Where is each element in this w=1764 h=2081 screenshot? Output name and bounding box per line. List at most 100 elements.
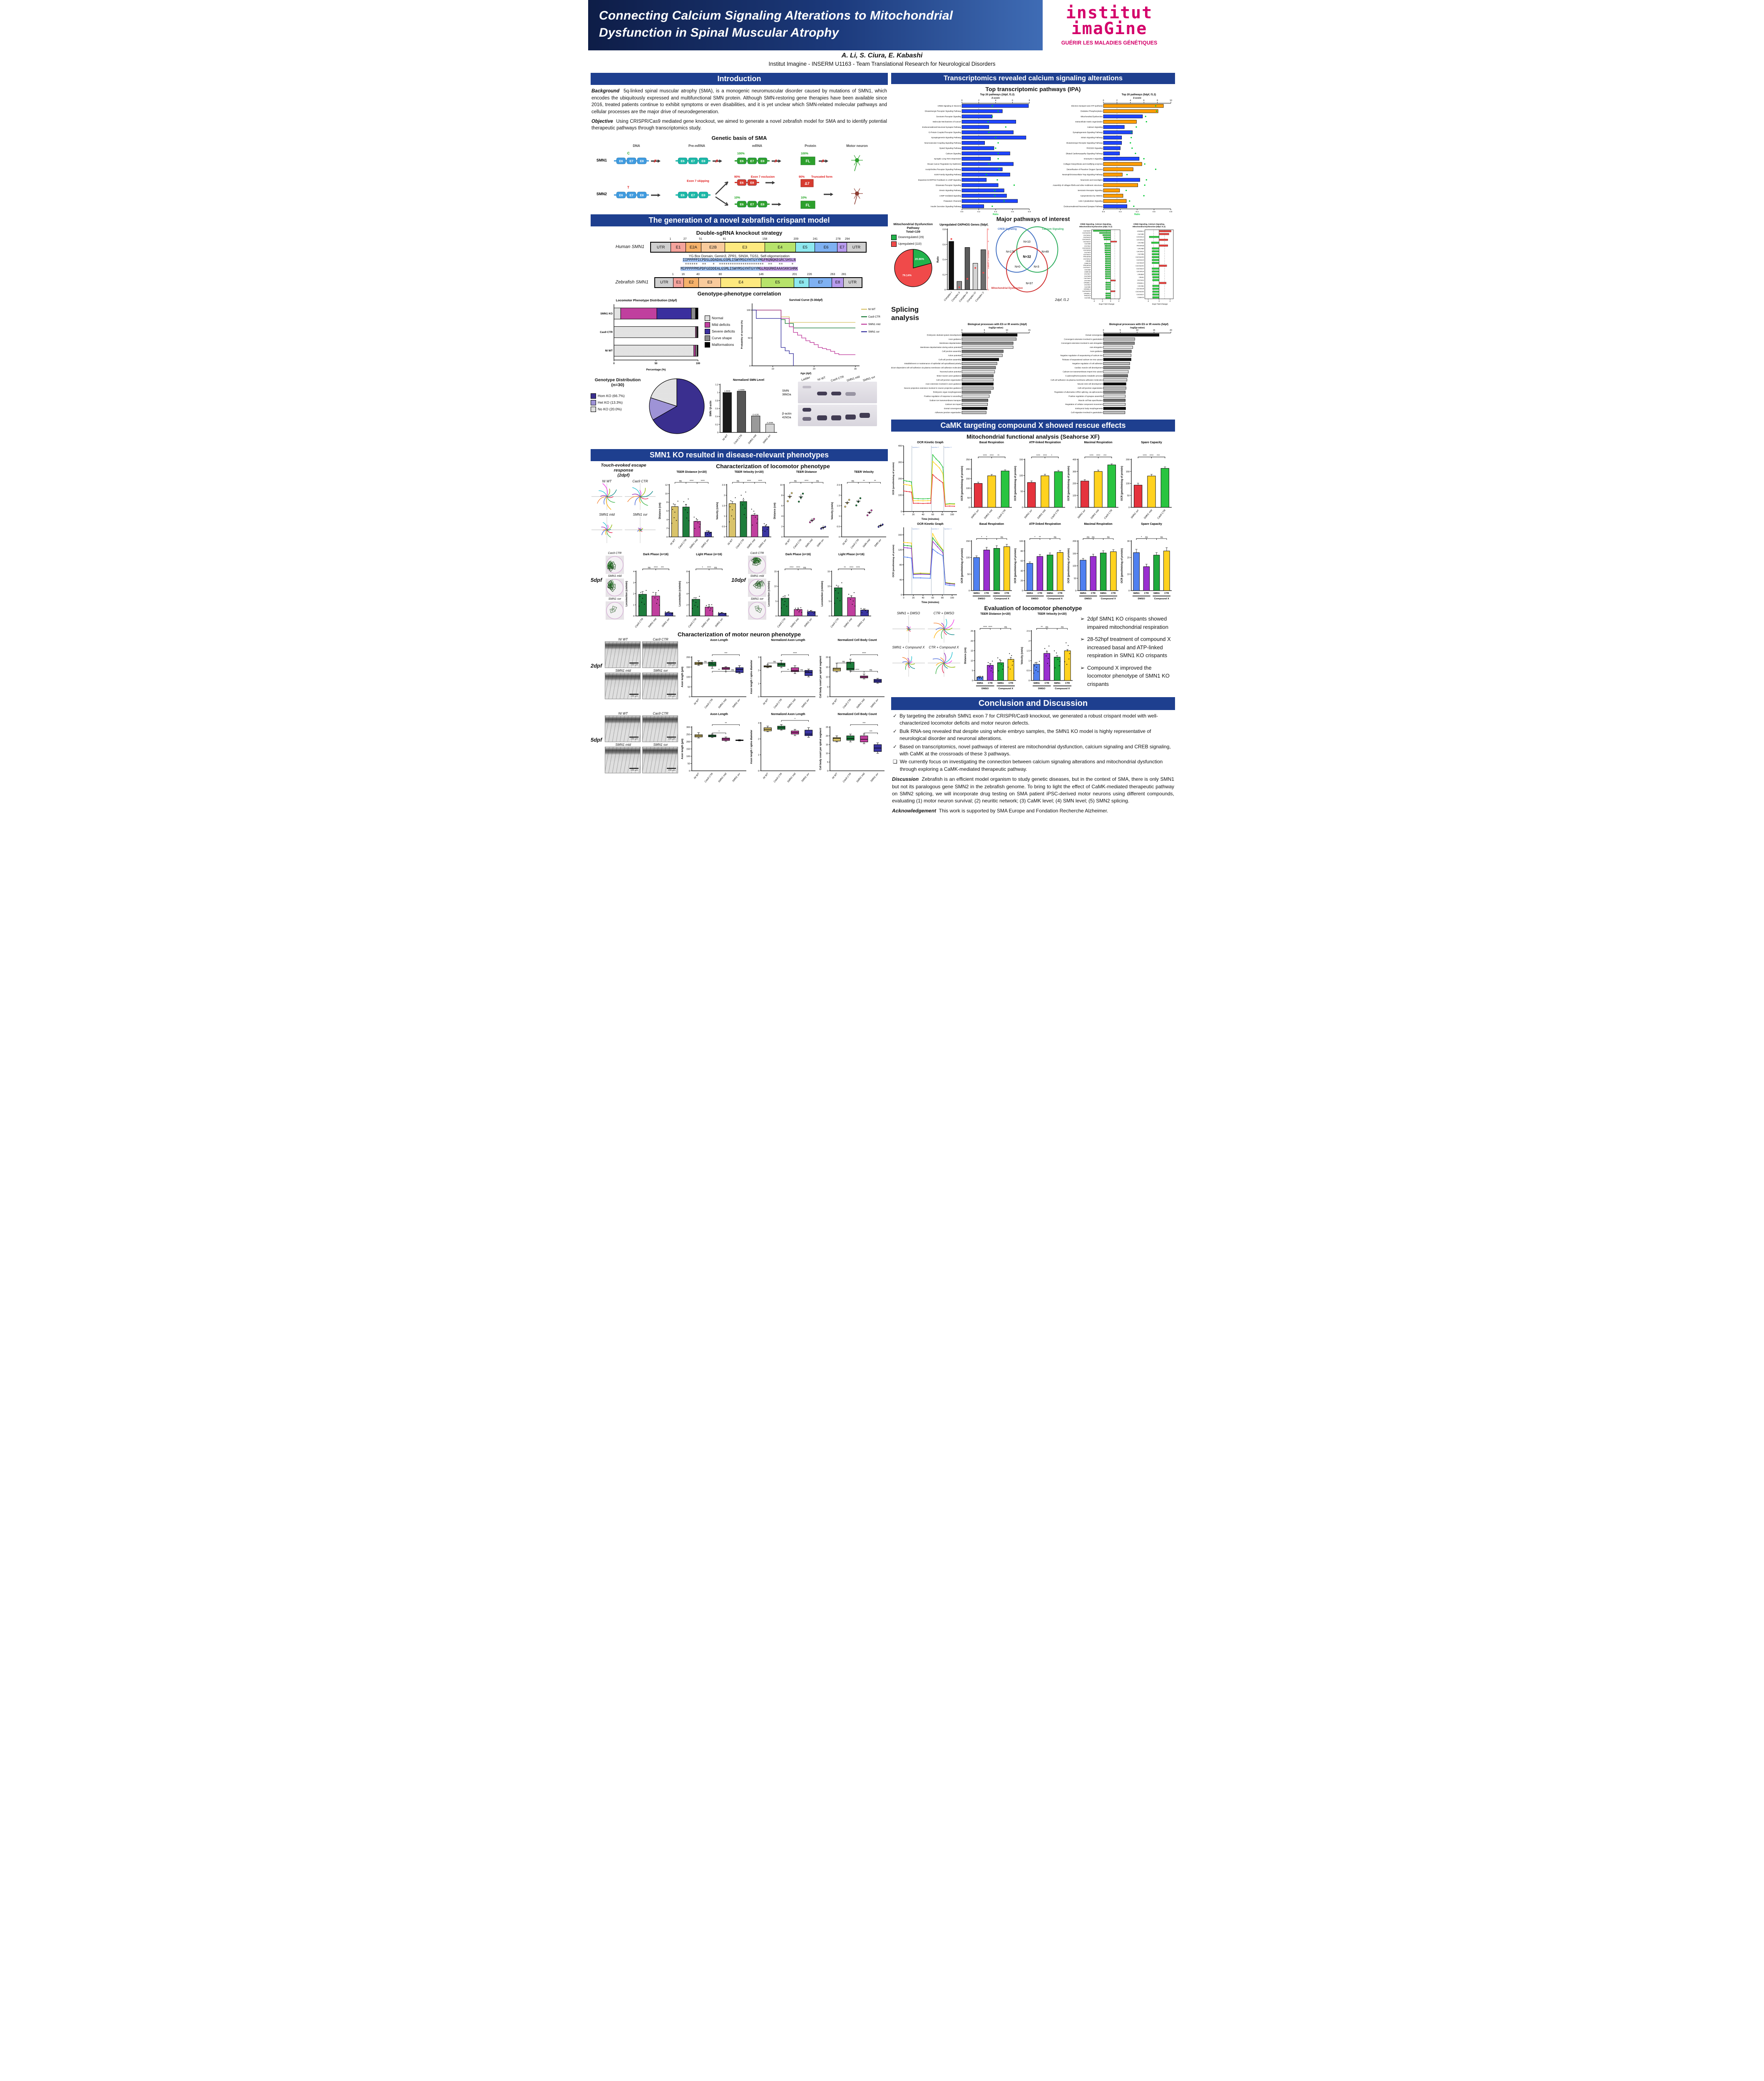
- svg-text:CREB3L1: CREB3L1: [1137, 282, 1144, 284]
- svg-text:Spare Capacity: Spare Capacity: [1141, 523, 1162, 526]
- svg-text:CREB1: CREB1: [1138, 277, 1144, 278]
- svg-text:E6: E6: [740, 181, 743, 185]
- svg-text:0: 0: [962, 329, 963, 332]
- background-text: 5q-linked spinal muscular atrophy (SMA),…: [591, 89, 887, 115]
- micrographs-2dpf: NI WT 100 μm Cas9 CTR 100 μm SMN1 mld 100 μ…: [605, 638, 679, 699]
- svg-text:0: 0: [969, 590, 970, 592]
- svg-text:SMN1: SMN1: [973, 592, 979, 595]
- svg-text:CACNA1C: CACNA1C: [1083, 267, 1091, 268]
- svg-text:300: 300: [1073, 471, 1076, 473]
- eval-locomotor-title: Evaluation of locomotor phenotype: [984, 605, 1082, 611]
- svg-text:N=32: N=32: [1023, 255, 1031, 259]
- svg-text:Upregulated OXPHOS Genes (5dpf: Upregulated OXPHOS Genes (5dpf, f1.2): [939, 223, 989, 226]
- svg-text:0.8: 0.8: [1028, 211, 1031, 213]
- objective-label: Objective: [591, 119, 613, 124]
- svg-text:SMN1 mld: SMN1 mld: [868, 323, 880, 326]
- svg-text:SMN1 svr: SMN1 svr: [857, 618, 866, 628]
- svg-text:Synaptic Long Term Depression: Synaptic Long Term Depression: [934, 158, 961, 160]
- svg-text:Time (minutes): Time (minutes): [922, 601, 939, 604]
- svg-text:0: 0: [1128, 507, 1130, 509]
- locomotion-10dpf-dark-chart: Dark Phase (n=16) 0 5 10 15 Locomotion (cm/mi…: [767, 552, 820, 630]
- svg-text:SMN1 mld: SMN1 mld: [748, 434, 758, 445]
- svg-text:DMSO: DMSO: [1031, 598, 1039, 600]
- svg-text:0: 0: [633, 615, 634, 618]
- poster: Connecting Calcium Signaling Alterations…: [588, 0, 1176, 819]
- poster-title-line2: Dysfunction in Spinal Muscular Atrophy: [599, 25, 839, 40]
- svg-text:0.4: 0.4: [942, 259, 946, 261]
- svg-text:**: **: [725, 722, 727, 725]
- svg-text:CACNB3: CACNB3: [1084, 243, 1091, 245]
- svg-text:SMN1 svr: SMN1 svr: [868, 330, 880, 333]
- svg-text:Neural crest cell development: Neural crest cell development: [1077, 383, 1103, 385]
- maximal-respiration-2-chart: Maximal Respiration 0 50 100 150 200 OCR (pmol…: [1067, 521, 1120, 605]
- svg-text:25: 25: [826, 726, 828, 729]
- dish-mld-5dpf: [606, 578, 624, 597]
- svg-text:Assembly of collagen fibrils a: Assembly of collagen fibrils and other m…: [1053, 184, 1103, 186]
- section-introduction: Introduction: [591, 73, 888, 85]
- svg-text:DMSO: DMSO: [981, 688, 989, 690]
- svg-text:50: 50: [967, 497, 970, 499]
- eval-teer-distance-chart: TEER Distance (n=20) 0 5 10 15 20 25 Distance (…: [964, 611, 1018, 695]
- fold-change-5dpf-chart: CREB Signaling, Calcium Signaling, Mitoch…: [1123, 222, 1175, 305]
- svg-text:2: 2: [839, 494, 840, 497]
- svg-text:0: 0: [689, 696, 690, 698]
- svg-text:Cas9 CTR: Cas9 CTR: [600, 331, 613, 334]
- svg-text:Synaptogenesis Signaling Pathw: Synaptogenesis Signaling Pathway: [931, 137, 961, 139]
- genotype-distribution-title: Genotype Distribution: [594, 377, 641, 382]
- discussion-label: Discussion: [892, 776, 919, 782]
- svg-text:CACNA1D: CACNA1D: [1083, 237, 1091, 238]
- svg-text:TEER Distance (n=20): TEER Distance (n=20): [676, 471, 707, 474]
- svg-text:SMN1 mld: SMN1 mld: [1037, 509, 1046, 520]
- svg-text:30: 30: [854, 368, 857, 370]
- svg-text:Light Phase (n=16): Light Phase (n=16): [696, 553, 722, 556]
- svg-text:0.0: 0.0: [1102, 211, 1105, 213]
- svg-text:Normalized Cell Body Count: Normalized Cell Body Count: [837, 639, 877, 642]
- teer-distance-2dpf-chart: TEER Distance (n=20) 0 2 4 6 8 10 12 Distance (c…: [658, 469, 716, 551]
- svg-text:CTR: CTR: [1111, 592, 1116, 595]
- svg-text:Calcium ion import: Calcium ion import: [945, 403, 962, 405]
- svg-text:8: 8: [686, 571, 688, 573]
- svg-text:OCR (pmol/min/ug of protein): OCR (pmol/min/ug of protein): [1014, 466, 1017, 501]
- svg-text:Negative regulation of cell ad: Negative regulation of cell adhesion: [1072, 363, 1103, 365]
- eval-teer-velocity-chart: TEER Velocity (n=20) 0 0.5 1 1.5 2 2.5 Velocity…: [1020, 611, 1074, 695]
- svg-text:N=49: N=49: [1042, 251, 1049, 253]
- maximal-respiration-1-chart: Maximal Respiration 0 100 200 300 400 OCR (pmo…: [1067, 440, 1120, 521]
- svg-text:Normalized Axon Length: Normalized Axon Length: [771, 713, 805, 716]
- svg-text:PRKAR2B: PRKAR2B: [1136, 245, 1144, 246]
- svg-text:CAMK2D: CAMK2D: [1137, 297, 1144, 298]
- svg-text:SMN1: SMN1: [1026, 592, 1033, 595]
- svg-text:N=3: N=3: [1034, 266, 1039, 268]
- svg-text:ns: ns: [870, 669, 872, 671]
- svg-text:SMN / β-actin: SMN / β-actin: [710, 400, 712, 416]
- poster-title-line1: Connecting Calcium Signaling Alterations…: [599, 9, 953, 22]
- svg-text:TEER Velocity (n=20): TEER Velocity (n=20): [735, 471, 764, 474]
- title-band: Connecting Calcium Signaling Alterations…: [588, 0, 1043, 50]
- svg-text:Axon length / spine diameter: Axon length / spine diameter: [750, 660, 753, 694]
- svg-text:***: ***: [724, 652, 728, 655]
- svg-text:C: C: [627, 151, 630, 155]
- svg-text:4: 4: [666, 519, 668, 521]
- svg-text:160: 160: [898, 534, 902, 536]
- svg-text:CACNA2D3: CACNA2D3: [1135, 256, 1144, 258]
- svg-text:****: ****: [988, 626, 992, 629]
- svg-text:CAMK2B: CAMK2B: [1084, 271, 1091, 273]
- svg-text:Exon 7 skipping: Exon 7 skipping: [687, 180, 709, 183]
- svg-text:CACNA2D1: CACNA2D1: [1135, 265, 1144, 267]
- svg-text:3: 3: [758, 722, 759, 725]
- dish-label: SMN1 svr: [750, 597, 764, 601]
- label-2dpf: 2dpf: [591, 662, 602, 669]
- svg-text:Distance (cm): Distance (cm): [659, 503, 661, 519]
- svg-text:ns: ns: [1087, 536, 1089, 539]
- svg-text:SMN1 mld: SMN1 mld: [701, 618, 711, 628]
- svg-text:Dark Phase (n=16): Dark Phase (n=16): [643, 553, 668, 556]
- svg-text:150: 150: [1126, 471, 1130, 473]
- svg-text:Percentage (%): Percentage (%): [646, 368, 666, 371]
- svg-text:SMN1 mld: SMN1 mld: [843, 618, 853, 628]
- svg-text:SMN1: SMN1: [1153, 592, 1160, 595]
- svg-text:SMN1 mld: SMN1 mld: [648, 618, 657, 628]
- svg-text:SMN1 mld: SMN1 mld: [718, 698, 728, 709]
- svg-text:CAMK2A: CAMK2A: [1084, 263, 1091, 264]
- svg-text:CACNA1B: CACNA1B: [1136, 288, 1144, 290]
- svg-text:200: 200: [686, 741, 690, 743]
- svg-text:0: 0: [972, 680, 973, 682]
